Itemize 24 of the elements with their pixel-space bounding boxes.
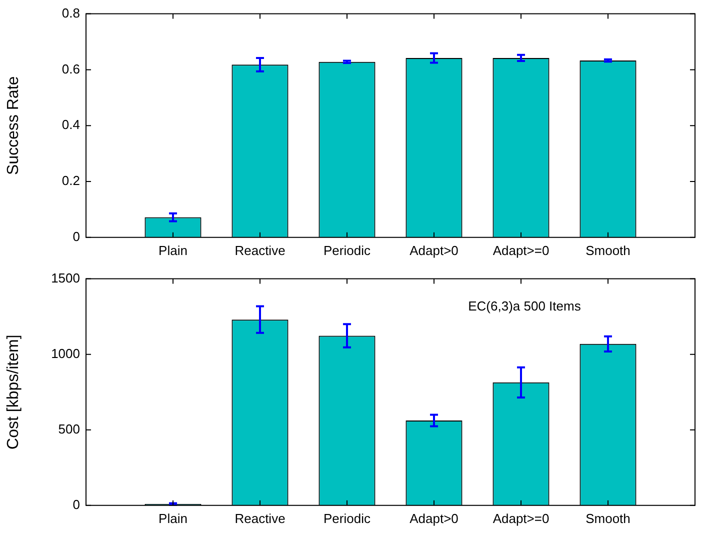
- x-tick-label: Smooth: [586, 510, 630, 526]
- x-tick-label: Adapt>=0: [492, 510, 550, 526]
- y-tick-label: 0: [72, 228, 80, 244]
- y-tick-label: 0.6: [62, 61, 80, 76]
- x-tick-label: Periodic: [324, 510, 371, 526]
- annotation: EC(6,3)a 500 Items: [468, 298, 582, 314]
- x-tick-label: Adapt>0: [410, 242, 458, 258]
- x-tick-label: Plain: [158, 242, 188, 258]
- y-tick-label: 0.2: [62, 173, 80, 188]
- x-tick-label: Reactive: [234, 242, 286, 258]
- x-tick-label: Plain: [158, 510, 188, 526]
- x-tick-label: Adapt>=0: [492, 242, 550, 258]
- y-tick-label: 500: [58, 421, 80, 436]
- x-tick-label: Periodic: [324, 242, 371, 258]
- y-axis-title: Success Rate: [5, 76, 22, 175]
- y-tick-label: 0.4: [62, 117, 80, 132]
- y-tick-label: 1000: [51, 346, 80, 361]
- x-tick-label: Smooth: [586, 242, 630, 258]
- x-tick-label: Adapt>0: [410, 510, 458, 526]
- y-axis-title: Cost [kbps/item]: [5, 334, 22, 450]
- y-tick-label: 0.8: [62, 5, 80, 20]
- y-tick-label: 0: [72, 496, 80, 512]
- x-tick-label: Reactive: [234, 510, 286, 526]
- y-tick-label: 1500: [51, 270, 80, 286]
